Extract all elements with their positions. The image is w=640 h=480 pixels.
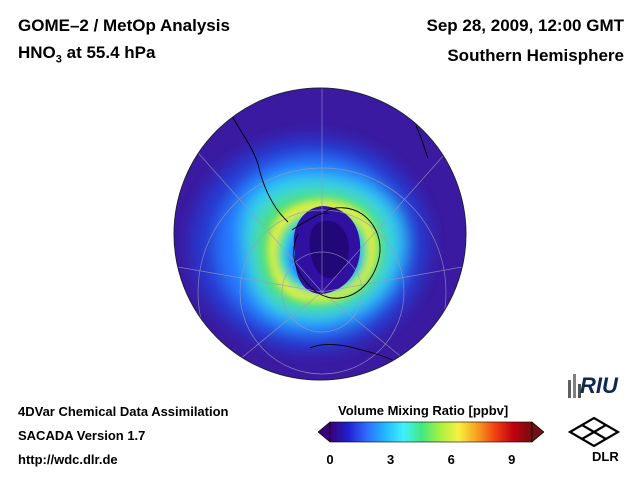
footer-line-3: http://wdc.dlr.de bbox=[18, 452, 118, 467]
dlr-logo-text: DLR bbox=[592, 449, 619, 464]
dlr-logo bbox=[567, 416, 621, 448]
analysis-title: GOME–2 / MetOp Analysis bbox=[18, 16, 230, 35]
hemisphere-title: Southern Hemisphere bbox=[447, 46, 624, 65]
footer-line-1: 4DVar Chemical Data Assimilation bbox=[18, 404, 229, 419]
vortex-deep bbox=[309, 220, 349, 279]
colorbar-overflow-arrow bbox=[531, 421, 544, 443]
coast-australia bbox=[309, 343, 401, 365]
datetime-title: Sep 28, 2009, 12:00 GMT bbox=[426, 16, 625, 35]
species-title: HNO3 at 55.4 hPa bbox=[18, 43, 156, 66]
colorbar-tick-3: 3 bbox=[386, 452, 395, 467]
polar-map bbox=[173, 87, 467, 381]
riu-logo-text: RIU bbox=[580, 373, 618, 398]
coast-antarctica bbox=[293, 207, 381, 299]
coast-antarctic-peninsula bbox=[291, 212, 331, 231]
riu-logo bbox=[568, 374, 581, 398]
colorbar-tick-6: 6 bbox=[447, 452, 455, 467]
coastlines bbox=[231, 115, 429, 365]
colorbar-underflow-arrow bbox=[318, 421, 331, 443]
coast-south-america bbox=[231, 115, 289, 223]
colorbar-title: Volume Mixing Ratio [ppbv] bbox=[338, 403, 509, 418]
footer-line-2: SACADA Version 1.7 bbox=[18, 428, 146, 443]
colorbar-ramp bbox=[329, 421, 533, 443]
colorbar bbox=[318, 421, 544, 443]
colorbar-tick-0: 0 bbox=[326, 452, 334, 467]
coast-africa bbox=[415, 125, 429, 159]
colorbar-tick-9: 9 bbox=[508, 452, 516, 467]
